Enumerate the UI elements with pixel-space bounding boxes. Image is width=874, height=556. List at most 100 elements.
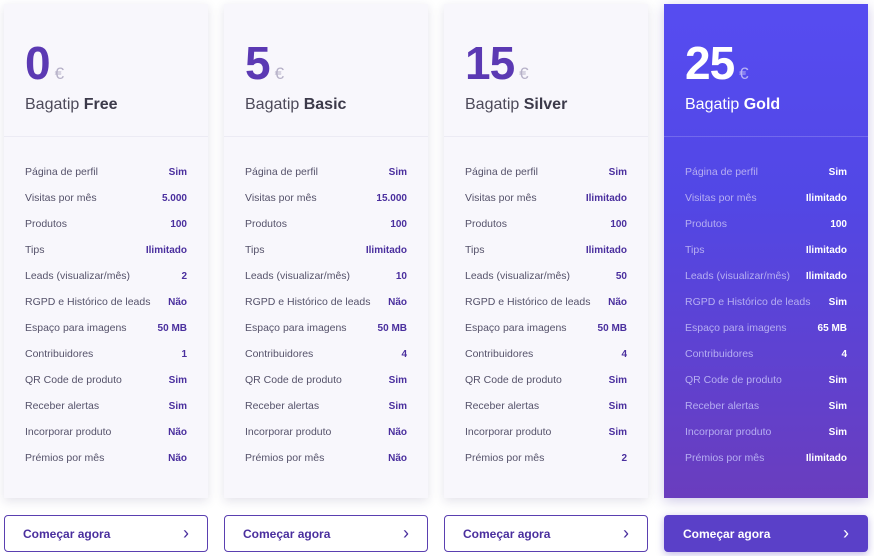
- feature-label: Leads (visualizar/mês): [685, 270, 791, 282]
- cta-label: Começar agora: [463, 526, 551, 541]
- start-now-button[interactable]: Começar agora ›: [444, 515, 648, 552]
- feature-value: Não: [168, 426, 187, 438]
- feature-label: Espaço para imagens: [465, 322, 567, 334]
- feature-row: Visitas por mês Ilimitado: [465, 185, 627, 211]
- feature-value: Sim: [388, 374, 407, 386]
- price-currency: €: [54, 64, 65, 83]
- feature-row: Receber alertas Sim: [465, 393, 627, 419]
- plan-card: 15 € Bagatip Silver Página de perfil Sim …: [444, 4, 648, 498]
- feature-label: Visitas por mês: [685, 192, 757, 204]
- plan-name: Bagatip Free: [25, 96, 208, 114]
- start-now-button[interactable]: Começar agora ›: [224, 515, 428, 552]
- feature-value: Sim: [388, 400, 407, 412]
- feature-label: Página de perfil: [245, 166, 318, 178]
- price: 5 €: [245, 32, 428, 86]
- feature-label: Página de perfil: [685, 166, 758, 178]
- feature-value: Não: [608, 296, 627, 308]
- feature-value: Sim: [828, 374, 847, 386]
- feature-value: 50: [615, 270, 627, 282]
- feature-value: Não: [388, 452, 407, 464]
- feature-label: RGPD e Histórico de leads: [465, 296, 591, 308]
- feature-label: Receber alertas: [25, 400, 100, 412]
- feature-value: 50 MB: [377, 322, 407, 334]
- price: 0 €: [25, 32, 208, 86]
- feature-label: Incorporar produto: [245, 426, 332, 438]
- feature-label: Visitas por mês: [465, 192, 537, 204]
- feature-row: Receber alertas Sim: [685, 393, 847, 419]
- feature-value: Sim: [608, 426, 627, 438]
- feature-value: 4: [841, 348, 847, 360]
- feature-value: Não: [168, 296, 187, 308]
- plan-name-prefix: Bagatip: [245, 96, 300, 113]
- feature-label: Contribuidores: [685, 348, 754, 360]
- feature-label: Receber alertas: [685, 400, 760, 412]
- feature-list: Página de perfil Sim Visitas por mês 5.000…: [4, 137, 208, 471]
- plan-name-prefix: Bagatip: [25, 96, 80, 113]
- feature-row: Página de perfil Sim: [25, 159, 187, 185]
- feature-label: Prémios por mês: [25, 452, 105, 464]
- feature-label: Produtos: [245, 218, 288, 230]
- feature-label: Espaço para imagens: [245, 322, 347, 334]
- feature-row: Receber alertas Sim: [25, 393, 187, 419]
- start-now-button[interactable]: Começar agora ›: [664, 515, 868, 552]
- plan-silver: 15 € Bagatip Silver Página de perfil Sim …: [444, 4, 648, 552]
- plan-basic: 5 € Bagatip Basic Página de perfil Sim Vi…: [224, 4, 428, 552]
- feature-row: Espaço para imagens 65 MB: [685, 315, 847, 341]
- feature-row: QR Code de produto Sim: [25, 367, 187, 393]
- feature-row: Produtos 100: [465, 211, 627, 237]
- feature-value: Sim: [608, 400, 627, 412]
- feature-value: Ilimitado: [805, 244, 847, 256]
- plan-name-tier: Gold: [743, 96, 781, 113]
- feature-label: Incorporar produto: [25, 426, 112, 438]
- feature-value: Ilimitado: [805, 452, 847, 464]
- feature-value: Ilimitado: [805, 270, 847, 282]
- plan-name-tier: Silver: [523, 96, 568, 113]
- feature-label: Prémios por mês: [245, 452, 325, 464]
- feature-row: Contribuidores 1: [25, 341, 187, 367]
- feature-row: Produtos 100: [685, 211, 847, 237]
- feature-label: RGPD e Histórico de leads: [25, 296, 151, 308]
- feature-value: Sim: [168, 400, 187, 412]
- feature-value: Sim: [828, 400, 847, 412]
- plan-name-tier: Basic: [303, 96, 347, 113]
- plan-name-tier: Free: [83, 96, 118, 113]
- feature-label: Visitas por mês: [245, 192, 317, 204]
- feature-list: Página de perfil Sim Visitas por mês 15.00…: [224, 137, 428, 471]
- feature-row: Página de perfil Sim: [245, 159, 407, 185]
- feature-label: QR Code de produto: [245, 374, 342, 386]
- feature-value: Ilimitado: [585, 192, 627, 204]
- start-now-button[interactable]: Começar agora ›: [4, 515, 208, 552]
- feature-row: RGPD e Histórico de leads Sim: [685, 289, 847, 315]
- feature-label: Contribuidores: [465, 348, 534, 360]
- feature-row: Visitas por mês 15.000: [245, 185, 407, 211]
- feature-value: 100: [390, 218, 407, 230]
- feature-value: Sim: [168, 374, 187, 386]
- feature-value: Sim: [828, 166, 847, 178]
- feature-row: Contribuidores 4: [685, 341, 847, 367]
- feature-row: Prémios por mês Ilimitado: [685, 445, 847, 471]
- feature-label: Espaço para imagens: [25, 322, 127, 334]
- feature-value: Ilimitado: [145, 244, 187, 256]
- feature-row: Página de perfil Sim: [465, 159, 627, 185]
- feature-row: Produtos 100: [25, 211, 187, 237]
- feature-row: Espaço para imagens 50 MB: [25, 315, 187, 341]
- feature-label: Leads (visualizar/mês): [245, 270, 351, 282]
- feature-value: Sim: [388, 166, 407, 178]
- feature-label: Contribuidores: [245, 348, 314, 360]
- feature-label: RGPD e Histórico de leads: [685, 296, 811, 308]
- feature-value: 2: [181, 270, 187, 282]
- feature-row: RGPD e Histórico de leads Não: [245, 289, 407, 315]
- plan-gold: 25 € Bagatip Gold Página de perfil Sim Vi…: [664, 4, 868, 552]
- price-currency: €: [519, 64, 529, 83]
- feature-label: Prémios por mês: [685, 452, 765, 464]
- cta-label: Começar agora: [683, 526, 771, 541]
- feature-value: 100: [610, 218, 627, 230]
- feature-label: Receber alertas: [465, 400, 540, 412]
- feature-row: Incorporar produto Sim: [685, 419, 847, 445]
- plan-header: 0 € Bagatip Free: [4, 4, 208, 137]
- feature-row: Incorporar produto Sim: [465, 419, 627, 445]
- feature-value: 10: [395, 270, 407, 282]
- feature-list: Página de perfil Sim Visitas por mês Ilimi…: [664, 137, 868, 471]
- feature-row: Receber alertas Sim: [245, 393, 407, 419]
